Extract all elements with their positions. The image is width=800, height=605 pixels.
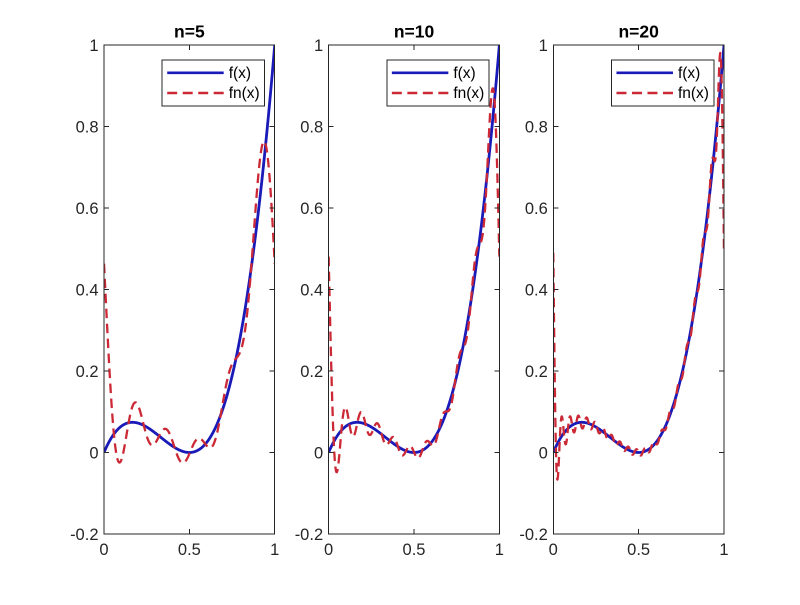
svg-text:0.2: 0.2 [76, 363, 99, 381]
svg-text:0.6: 0.6 [525, 200, 548, 218]
svg-text:1: 1 [495, 541, 504, 559]
svg-text:1: 1 [89, 37, 98, 55]
svg-text:f(x): f(x) [678, 65, 700, 82]
svg-text:-0.2: -0.2 [70, 526, 98, 544]
svg-text:1: 1 [270, 541, 279, 559]
svg-text:0.5: 0.5 [627, 541, 650, 559]
svg-text:0: 0 [324, 541, 333, 559]
svg-text:0.6: 0.6 [76, 200, 99, 218]
svg-text:0.5: 0.5 [403, 541, 426, 559]
svg-text:-0.2: -0.2 [295, 526, 323, 544]
svg-text:0.4: 0.4 [525, 281, 548, 299]
svg-text:1: 1 [719, 541, 728, 559]
svg-text:0.4: 0.4 [76, 281, 99, 299]
svg-text:0.8: 0.8 [525, 118, 548, 136]
svg-text:0.4: 0.4 [300, 281, 323, 299]
svg-text:0.6: 0.6 [300, 200, 323, 218]
svg-text:n=20: n=20 [618, 22, 659, 42]
svg-text:0: 0 [89, 444, 98, 462]
svg-text:f(x): f(x) [453, 65, 475, 82]
svg-text:0.8: 0.8 [300, 118, 323, 136]
svg-text:fn(x): fn(x) [229, 85, 260, 102]
svg-text:fn(x): fn(x) [678, 85, 709, 102]
svg-text:f(x): f(x) [229, 65, 251, 82]
svg-text:0.2: 0.2 [525, 363, 548, 381]
svg-text:0.5: 0.5 [178, 541, 201, 559]
svg-text:1: 1 [314, 37, 323, 55]
svg-text:n=10: n=10 [394, 22, 435, 42]
svg-text:n=5: n=5 [174, 22, 205, 42]
svg-text:0: 0 [549, 541, 558, 559]
svg-text:-0.2: -0.2 [519, 526, 547, 544]
svg-text:0: 0 [314, 444, 323, 462]
svg-text:1: 1 [539, 37, 548, 55]
svg-text:0: 0 [539, 444, 548, 462]
svg-text:fn(x): fn(x) [453, 85, 484, 102]
svg-text:0.8: 0.8 [76, 118, 99, 136]
svg-text:0: 0 [99, 541, 108, 559]
svg-text:0.2: 0.2 [300, 363, 323, 381]
